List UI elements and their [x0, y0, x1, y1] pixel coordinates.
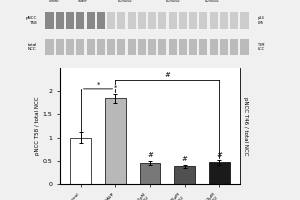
Bar [209, 162, 230, 184]
Bar [220, 12, 228, 29]
Bar [169, 39, 177, 55]
Bar [138, 12, 146, 29]
Bar [148, 39, 156, 55]
Bar [117, 39, 125, 55]
Text: 1μM
LY294002: 1μM LY294002 [166, 0, 180, 3]
Bar [174, 166, 195, 184]
Bar [140, 163, 160, 184]
Text: pNCC
T58: pNCC T58 [26, 16, 37, 25]
Bar [46, 39, 54, 55]
Bar [179, 39, 187, 55]
Bar [56, 12, 64, 29]
Bar [230, 39, 238, 55]
Bar [158, 39, 166, 55]
Bar [138, 39, 146, 55]
Bar [210, 39, 218, 55]
Text: #: # [182, 156, 188, 162]
Bar [56, 39, 64, 55]
Text: B: B [13, 0, 20, 2]
Bar [128, 39, 136, 55]
Bar [200, 39, 208, 55]
Bar [200, 12, 208, 29]
Bar [76, 12, 84, 29]
Text: TSM
kCC: TSM kCC [257, 43, 265, 51]
Bar [220, 39, 228, 55]
Bar [86, 12, 94, 29]
Text: Control: Control [49, 0, 59, 3]
Y-axis label: pNCC T46 / total NCC: pNCC T46 / total NCC [243, 97, 248, 155]
Bar [230, 12, 238, 29]
Bar [107, 39, 115, 55]
Bar [70, 138, 91, 184]
Y-axis label: pNCC T58 / total NCC: pNCC T58 / total NCC [35, 97, 40, 155]
Text: #: # [216, 152, 222, 158]
Text: C: C [266, 0, 273, 2]
Text: *: * [114, 85, 117, 91]
Bar [107, 12, 115, 29]
Bar [66, 39, 74, 55]
Text: p14
kMi: p14 kMi [257, 16, 264, 25]
Bar [105, 98, 126, 184]
Bar [240, 39, 248, 55]
Bar [86, 39, 94, 55]
Text: #: # [164, 72, 170, 78]
Bar [158, 12, 166, 29]
Bar [189, 12, 197, 29]
Bar [66, 12, 74, 29]
Text: #: # [147, 152, 153, 158]
Text: 5DAVP: 5DAVP [77, 0, 87, 3]
Bar [46, 12, 54, 29]
Text: total
NCC: total NCC [28, 43, 37, 51]
Text: *: * [96, 81, 100, 87]
Bar [97, 39, 105, 55]
Bar [128, 12, 136, 29]
Text: 5DAVP+1μM
LY294002: 5DAVP+1μM LY294002 [116, 0, 135, 3]
Bar [76, 39, 84, 55]
Text: 5DAVP+10μM
LY294002: 5DAVP+10μM LY294002 [202, 0, 222, 3]
Bar [148, 12, 156, 29]
Bar [240, 12, 248, 29]
Bar [117, 12, 125, 29]
Bar [97, 12, 105, 29]
Bar [210, 12, 218, 29]
Bar [179, 12, 187, 29]
Bar [189, 39, 197, 55]
Bar [169, 12, 177, 29]
